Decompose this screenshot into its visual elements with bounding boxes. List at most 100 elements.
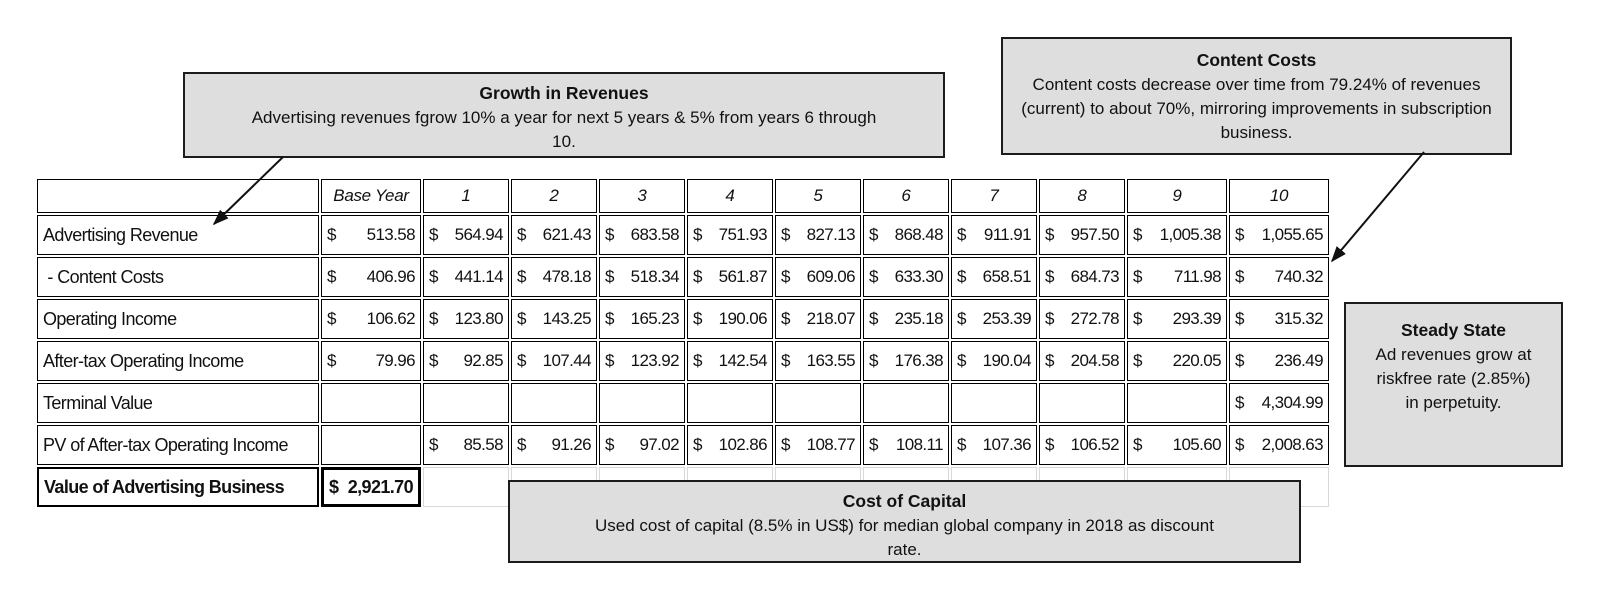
table-header-row: Base Year 1 2 3 4 5 6 7 8 9 10 — [37, 179, 1329, 213]
column-header: 3 — [599, 179, 685, 213]
table-row: PV of After-tax Operating Income $85.58 $9… — [37, 425, 1329, 465]
callout-cost-of-capital: Cost of Capital Used cost of capital (8.… — [508, 480, 1301, 563]
value-cell: $106.62 — [321, 299, 421, 339]
cell-amount: 236.49 — [1274, 351, 1324, 370]
currency-symbol: $ — [957, 309, 966, 328]
content-costs-arrow — [1330, 151, 1425, 263]
value-cell: $406.96 — [321, 257, 421, 297]
empty-cell — [423, 467, 509, 507]
cell-amount: 2,008.63 — [1261, 435, 1324, 454]
currency-symbol: $ — [1235, 435, 1244, 454]
column-header: 8 — [1039, 179, 1125, 213]
currency-symbol: $ — [1045, 435, 1054, 454]
cell-amount: 406.96 — [366, 267, 416, 286]
currency-symbol: $ — [329, 476, 339, 497]
currency-symbol: $ — [957, 435, 966, 454]
table-row: After-tax Operating Income $79.96 $92.85 $1… — [37, 341, 1329, 381]
cell-amount: 97.02 — [639, 435, 679, 454]
row-label: Advertising Revenue — [37, 215, 319, 255]
currency-symbol: $ — [1133, 267, 1142, 286]
value-cell: $683.58 — [599, 215, 685, 255]
value-cell: $2,921.70 — [321, 467, 421, 507]
row-label: After-tax Operating Income — [37, 341, 319, 381]
value-cell: $97.02 — [599, 425, 685, 465]
cell-amount: 441.14 — [454, 267, 504, 286]
column-header: 9 — [1127, 179, 1227, 213]
table-row: - Content Costs $406.96 $441.14 $478.18 $518… — [37, 257, 1329, 297]
cell-amount: 102.86 — [718, 435, 768, 454]
currency-symbol: $ — [327, 267, 336, 286]
cell-amount: 218.07 — [806, 309, 856, 328]
value-cell: $751.93 — [687, 215, 773, 255]
value-cell: $478.18 — [511, 257, 597, 297]
currency-symbol: $ — [693, 435, 702, 454]
cell-amount: 123.92 — [630, 351, 680, 370]
cell-amount: 107.36 — [982, 435, 1032, 454]
currency-symbol: $ — [1133, 351, 1142, 370]
callout-body: Used cost of capital (8.5% in US$) for m… — [595, 515, 1214, 559]
empty-cell — [599, 383, 685, 423]
value-cell: $107.44 — [511, 341, 597, 381]
currency-symbol: $ — [517, 267, 526, 286]
cell-amount: 106.52 — [1070, 435, 1120, 454]
currency-symbol: $ — [327, 309, 336, 328]
table-row: Advertising Revenue $513.58 $564.94 $621.43… — [37, 215, 1329, 255]
cell-amount: 683.58 — [630, 225, 680, 244]
value-cell: $143.25 — [511, 299, 597, 339]
currency-symbol: $ — [1045, 267, 1054, 286]
callout-title: Steady State — [1400, 320, 1507, 340]
empty-cell — [951, 383, 1037, 423]
currency-symbol: $ — [1235, 225, 1244, 244]
currency-symbol: $ — [605, 225, 614, 244]
row-label: Value of Advertising Business — [37, 467, 319, 507]
value-cell: $218.07 — [775, 299, 861, 339]
value-cell: $633.30 — [863, 257, 949, 297]
currency-symbol: $ — [1235, 267, 1244, 286]
currency-symbol: $ — [1133, 225, 1142, 244]
currency-symbol: $ — [517, 225, 526, 244]
value-cell: $2,008.63 — [1229, 425, 1329, 465]
value-cell: $204.58 — [1039, 341, 1125, 381]
cell-amount: 1,055.65 — [1261, 225, 1324, 244]
currency-symbol: $ — [517, 435, 526, 454]
callout-steady-state: Steady State Ad revenues grow at riskfre… — [1344, 302, 1563, 467]
cell-amount: 827.13 — [806, 225, 856, 244]
cell-amount: 315.32 — [1274, 309, 1324, 328]
value-cell: $827.13 — [775, 215, 861, 255]
empty-cell — [321, 425, 421, 465]
cell-amount: 911.91 — [983, 225, 1032, 244]
cell-amount: 564.94 — [454, 225, 504, 244]
cell-amount: 740.32 — [1274, 267, 1324, 286]
value-cell: $105.60 — [1127, 425, 1227, 465]
value-cell: $684.73 — [1039, 257, 1125, 297]
value-cell: $1,055.65 — [1229, 215, 1329, 255]
currency-symbol: $ — [693, 351, 702, 370]
column-header: 4 — [687, 179, 773, 213]
column-header: Base Year — [321, 179, 421, 213]
currency-symbol: $ — [869, 351, 878, 370]
row-label: Terminal Value — [37, 383, 319, 423]
cell-amount: 293.39 — [1172, 309, 1222, 328]
value-cell: $561.87 — [687, 257, 773, 297]
empty-cell — [423, 383, 509, 423]
cell-amount: 1,005.38 — [1159, 225, 1222, 244]
cell-amount: 176.38 — [894, 351, 944, 370]
cell-amount: 609.06 — [806, 267, 856, 286]
row-label: - Content Costs — [37, 257, 319, 297]
empty-cell — [775, 383, 861, 423]
value-cell: $123.80 — [423, 299, 509, 339]
cell-amount: 561.87 — [718, 267, 768, 286]
currency-symbol: $ — [429, 351, 438, 370]
cell-amount: 684.73 — [1070, 267, 1120, 286]
empty-cell — [863, 383, 949, 423]
value-cell: $108.77 — [775, 425, 861, 465]
cell-amount: 85.58 — [463, 435, 503, 454]
currency-symbol: $ — [869, 309, 878, 328]
cell-amount: 204.58 — [1070, 351, 1120, 370]
currency-symbol: $ — [1133, 435, 1142, 454]
cell-amount: 142.54 — [718, 351, 768, 370]
currency-symbol: $ — [1235, 393, 1244, 412]
callout-body: Content costs decrease over time from 79… — [1021, 74, 1492, 143]
cell-amount: 751.93 — [718, 225, 768, 244]
